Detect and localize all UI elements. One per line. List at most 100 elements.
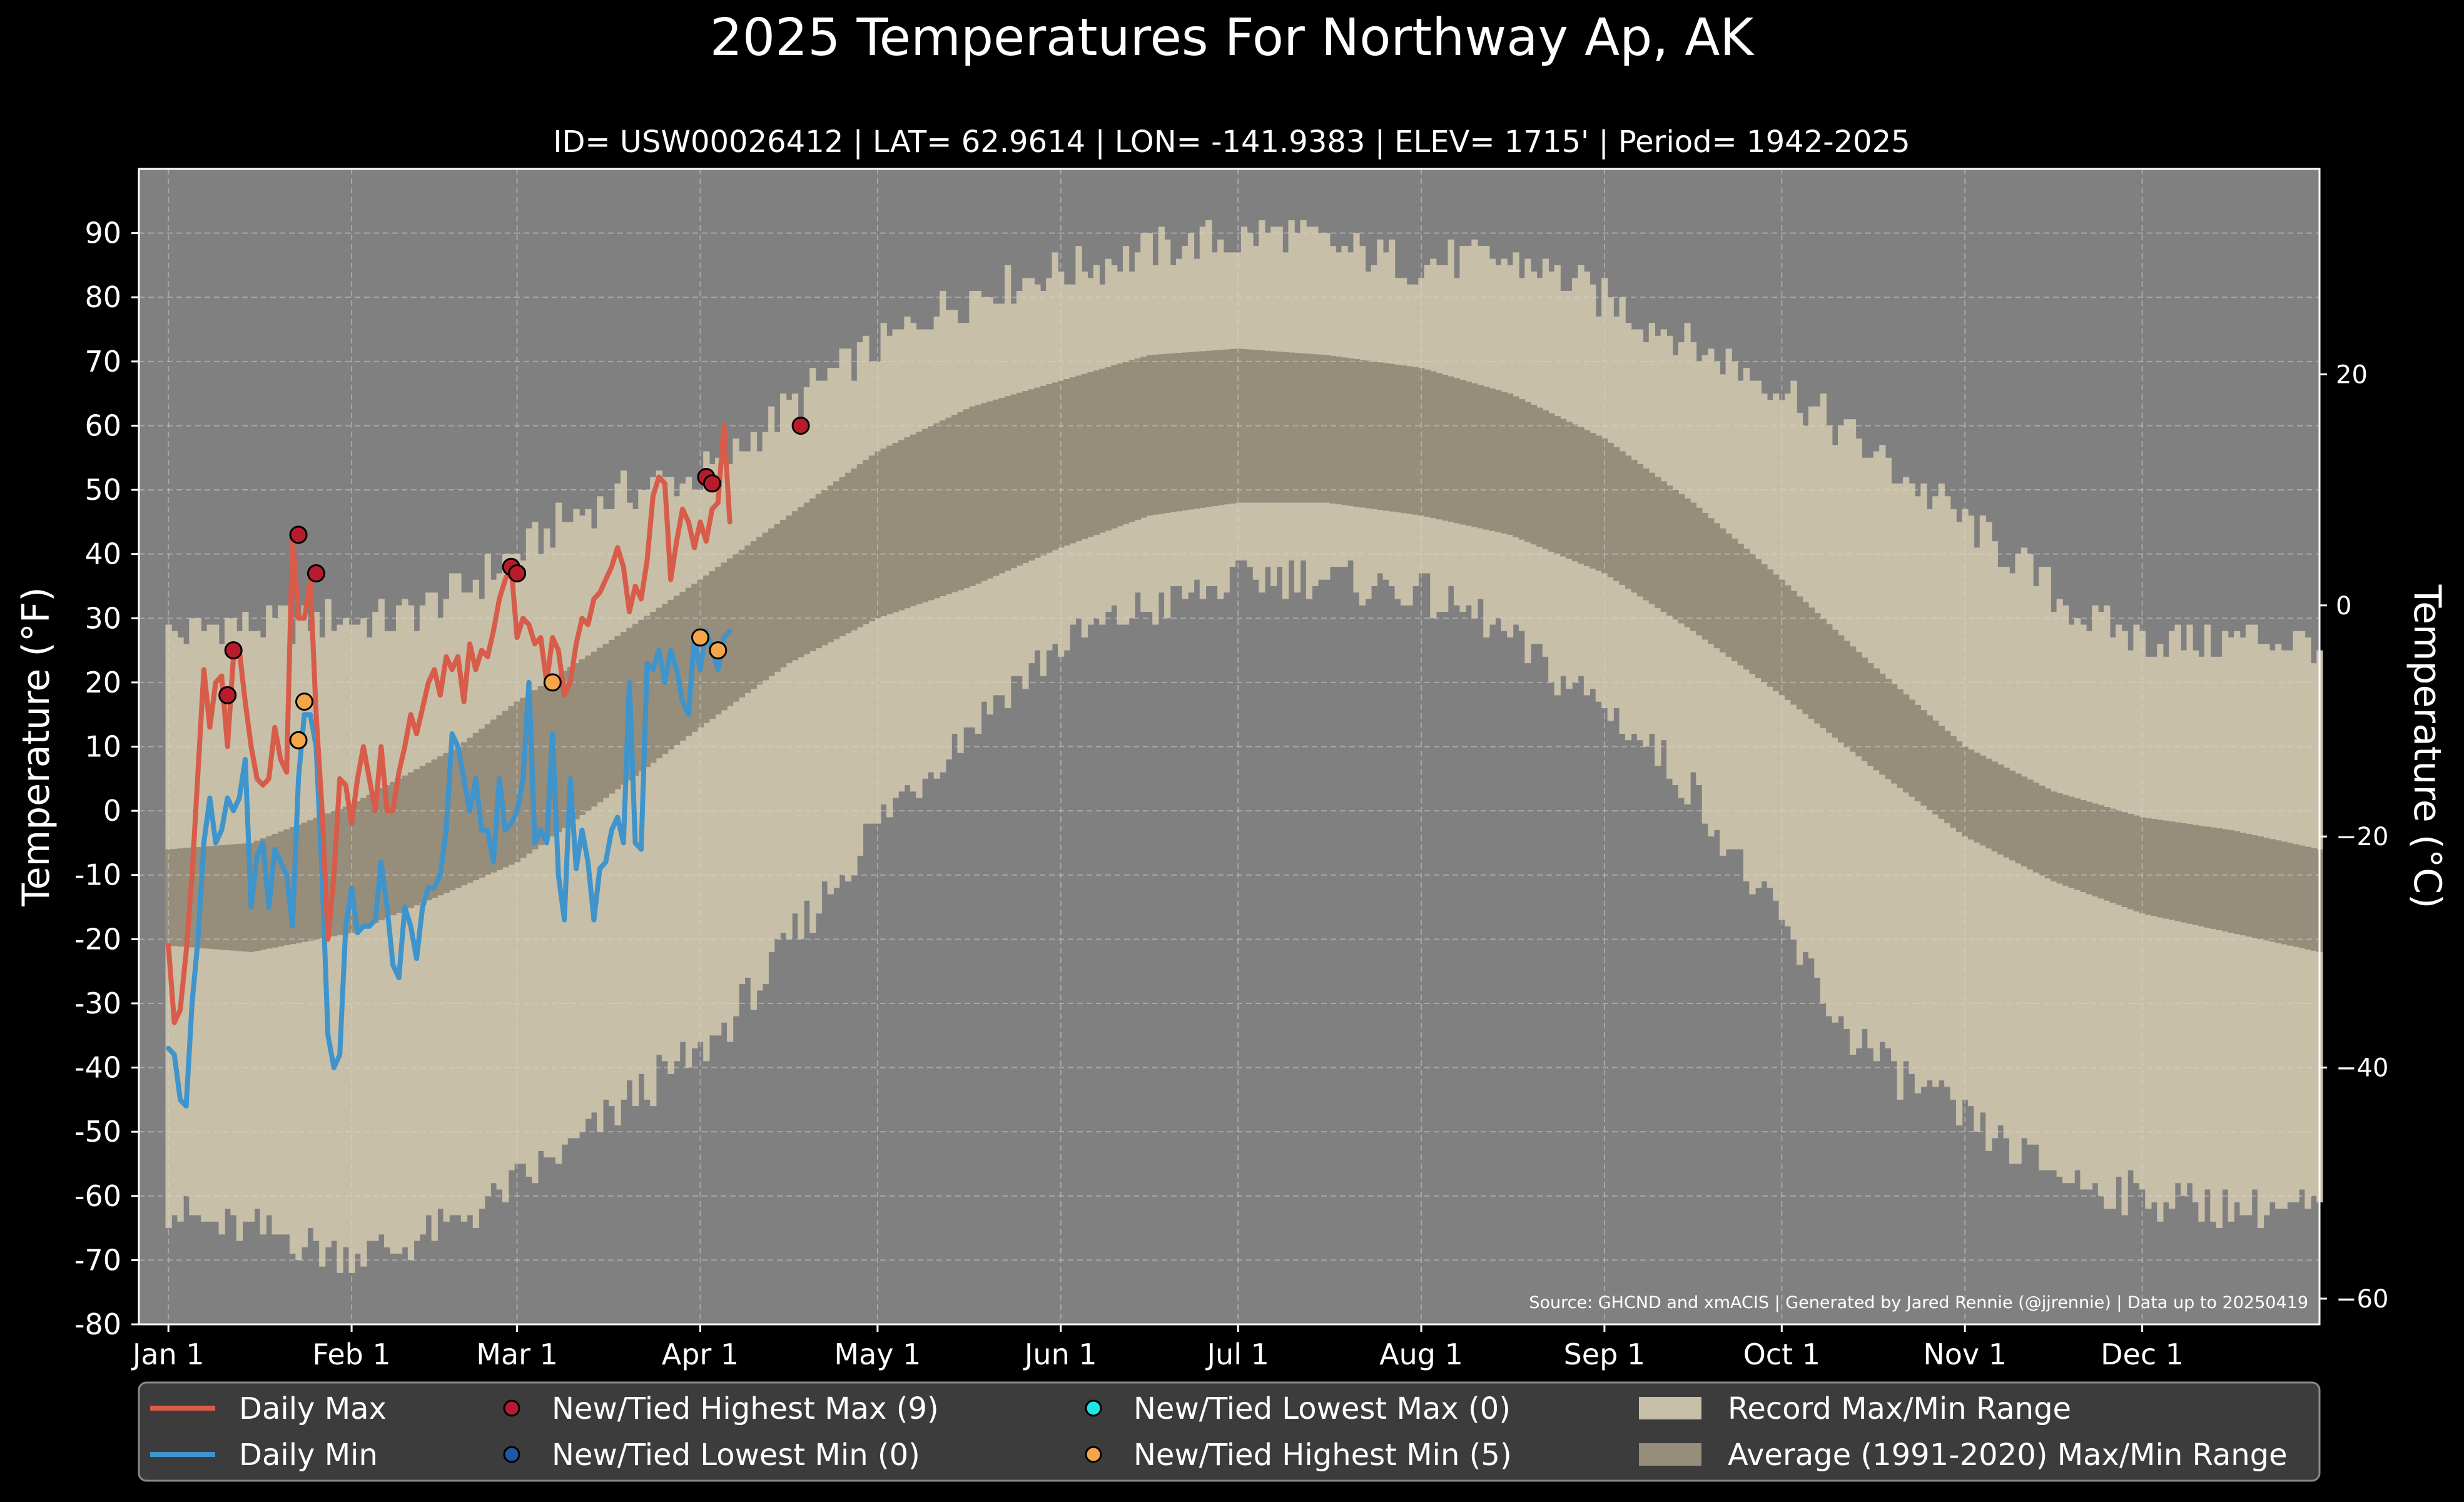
normal-range-bar bbox=[868, 455, 875, 622]
normal-range-bar bbox=[1324, 355, 1331, 503]
normal-range-bar bbox=[402, 775, 408, 911]
normal-range-bar bbox=[768, 528, 775, 676]
normal-range-bar bbox=[1022, 391, 1029, 564]
normal-range-bar bbox=[1005, 396, 1011, 571]
y-tick-label: 10 bbox=[84, 730, 121, 764]
normal-range-bar bbox=[1897, 689, 1904, 788]
normal-range-bar bbox=[1140, 357, 1147, 518]
normal-range-bar bbox=[224, 845, 231, 950]
normal-range-bar bbox=[1867, 663, 1874, 766]
record-range-bar bbox=[348, 624, 355, 1273]
new-highest-min-marker bbox=[289, 731, 308, 749]
normal-range-bar bbox=[1518, 399, 1526, 540]
normal-range-bar bbox=[313, 818, 320, 940]
daily-series bbox=[166, 423, 733, 1109]
normal-range-bar bbox=[1010, 394, 1017, 569]
normal-range-bar bbox=[384, 785, 391, 918]
normal-range-bar bbox=[2127, 813, 2134, 910]
normal-range-bar bbox=[2097, 805, 2104, 899]
normal-range-bar bbox=[1164, 353, 1171, 513]
normal-range-bar bbox=[242, 843, 249, 952]
normal-range-bar bbox=[354, 801, 362, 931]
normal-range-bar bbox=[969, 406, 976, 586]
normal-range-bar bbox=[733, 554, 739, 702]
normal-range-bar bbox=[525, 694, 533, 854]
normal-range-bar bbox=[1914, 704, 1922, 801]
record-range-bar bbox=[744, 451, 751, 978]
normal-range-bar bbox=[656, 607, 662, 759]
normal-range-bar bbox=[1861, 657, 1868, 761]
normal-range-bar bbox=[667, 599, 674, 749]
y-tick-label: -30 bbox=[74, 987, 121, 1020]
record-range-bar bbox=[721, 445, 728, 1023]
normal-range-bar bbox=[1058, 380, 1065, 548]
record-range-bar bbox=[786, 400, 793, 940]
normal-range-bar bbox=[1778, 579, 1785, 696]
record-range-bar bbox=[602, 509, 609, 1100]
x-tick-label: Nov 1 bbox=[1923, 1337, 2007, 1371]
normal-range-bar bbox=[1489, 388, 1496, 531]
record-range-bar bbox=[449, 573, 456, 1215]
normal-range-bar bbox=[544, 682, 550, 841]
normal-range-bar bbox=[2039, 785, 2046, 876]
normal-range-bar bbox=[875, 451, 881, 619]
normal-range-bar bbox=[449, 749, 456, 891]
normal-range-bar bbox=[827, 485, 834, 642]
normal-range-bar bbox=[2015, 773, 2022, 864]
normal-range-bar bbox=[2287, 843, 2294, 946]
record-range-bar bbox=[537, 554, 544, 1151]
normal-range-bar bbox=[1530, 405, 1538, 545]
normal-range-bar bbox=[1583, 430, 1591, 566]
normal-range-bar bbox=[1341, 357, 1348, 505]
record-range-bar bbox=[2192, 650, 2199, 1203]
normal-range-bar bbox=[230, 844, 237, 951]
normal-range-bar bbox=[863, 460, 869, 624]
normal-range-bar bbox=[602, 644, 609, 798]
normal-range-bar bbox=[236, 843, 243, 951]
normal-range-bar bbox=[650, 612, 657, 763]
x-tick-label: Aug 1 bbox=[1379, 1337, 1463, 1371]
normal-range-bar bbox=[1347, 358, 1354, 506]
y2-tick-label: −60 bbox=[2336, 1285, 2388, 1314]
normal-range-bar bbox=[1158, 354, 1165, 514]
normal-range-bar bbox=[337, 809, 343, 935]
normal-range-bar bbox=[2162, 820, 2169, 919]
normal-range-bar bbox=[2239, 832, 2246, 936]
legend-label: New/Tied Lowest Max (0) bbox=[1133, 1391, 1511, 1426]
normal-range-bar bbox=[1205, 350, 1212, 507]
record-range-bar bbox=[2180, 650, 2188, 1196]
normal-range-bar bbox=[1554, 416, 1561, 554]
record-range-bar bbox=[431, 592, 438, 1241]
normal-range-bar bbox=[585, 655, 592, 811]
y-tick-label: -70 bbox=[74, 1243, 121, 1277]
normal-range-bar bbox=[1767, 569, 1773, 687]
normal-range-bar bbox=[1808, 607, 1815, 719]
normal-range-bar bbox=[1578, 427, 1584, 564]
normal-range-bar bbox=[2121, 812, 2128, 908]
normal-range-bar bbox=[2263, 838, 2270, 941]
y2-axis-label: Temperature (°C) bbox=[2405, 584, 2449, 909]
record-range-bar bbox=[372, 612, 379, 1241]
normal-range-bar bbox=[1365, 360, 1372, 509]
record-range-bar bbox=[2009, 573, 2016, 1164]
normal-range-bar bbox=[1684, 498, 1691, 627]
new-highest-min-marker bbox=[543, 673, 562, 692]
normal-range-bar bbox=[390, 781, 397, 916]
normal-range-bar bbox=[798, 507, 804, 657]
normal-range-bar bbox=[1465, 381, 1473, 526]
record-range-bar bbox=[673, 496, 681, 1062]
normal-range-bar bbox=[1513, 396, 1519, 537]
normal-range-bar bbox=[1607, 442, 1614, 577]
plot-area: Source: GHCND and xmACIS | Generated by … bbox=[138, 168, 2323, 1326]
x-tick-label: Sep 1 bbox=[1564, 1337, 1646, 1371]
normal-range-bar bbox=[372, 791, 379, 923]
normal-range-bar bbox=[679, 591, 686, 741]
normal-range-bar bbox=[1743, 549, 1750, 670]
normal-range-bar bbox=[1761, 564, 1768, 682]
normal-range-bar bbox=[2027, 779, 2034, 870]
normal-range-bar bbox=[1967, 749, 1975, 840]
x-axis: Jan 1 Feb 1 Mar 1 Apr 1 May 1 Jun 1 Jul 1 Aug 1… bbox=[131, 1324, 2184, 1371]
source-note: Source: GHCND and xmACIS | Generated by … bbox=[1529, 1293, 2308, 1312]
normal-range-bar bbox=[1240, 348, 1248, 503]
record-range-bar bbox=[644, 490, 651, 1100]
